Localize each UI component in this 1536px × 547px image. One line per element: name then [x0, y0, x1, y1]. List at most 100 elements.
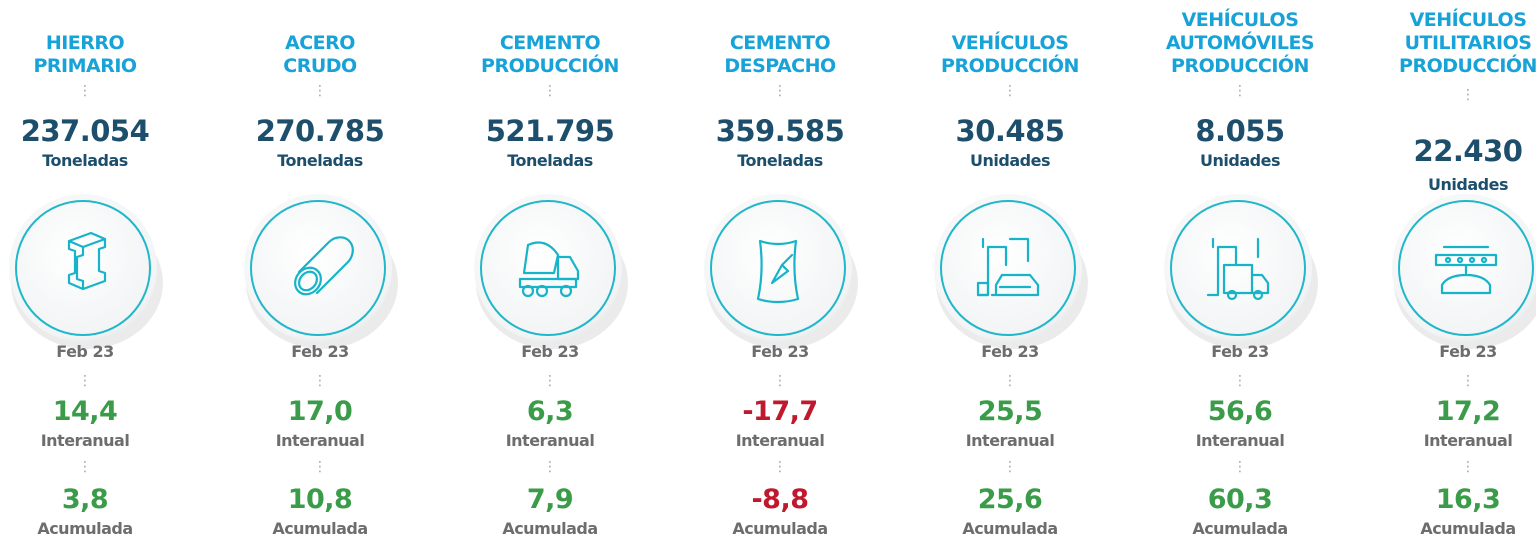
indicator-title: PRIMARIO — [33, 55, 137, 77]
acumulada-label: Acumulada — [732, 519, 828, 538]
separator: ⋮ — [773, 83, 787, 99]
separator: ⋮ — [543, 459, 557, 475]
indicator-column: ACERO CRUDO ⋮ 270.785 Toneladas Feb 23 ⋮ 17,0 I… — [205, 0, 435, 547]
indicator-value: 8.055 — [1195, 114, 1285, 148]
acumulada-value: 16,3 — [1435, 484, 1501, 515]
separator: ⋮ — [773, 459, 787, 475]
indicator-title: HIERRO — [45, 32, 125, 54]
acumulada-label: Acumulada — [1420, 519, 1516, 538]
separator: ⋮ — [1233, 373, 1247, 389]
icon-badge — [474, 194, 628, 349]
separator: ⋮ — [78, 373, 92, 389]
indicator-title: UTILITARIOS — [1404, 32, 1532, 54]
indicator-title: CEMENTO — [729, 32, 831, 54]
interanual-label: Interanual — [1195, 431, 1285, 450]
indicator-column: VEHÍCULOS UTILITARIOS PRODUCCIÓN ⋮ 22.430 Uni… — [1353, 0, 1536, 547]
interanual-value: 14,4 — [52, 396, 118, 427]
separator: ⋮ — [1003, 373, 1017, 389]
indicator-title: PRODUCCIÓN — [1171, 55, 1309, 77]
indicator-value: 30.485 — [955, 114, 1065, 148]
indicator-unit: Unidades — [1200, 151, 1280, 170]
indicator-column: VEHÍCULOS PRODUCCIÓN ⋮ 30.485 Unidades Feb 2… — [895, 0, 1125, 547]
acumulada-label: Acumulada — [37, 519, 133, 538]
indicator-column: CEMENTO DESPACHO ⋮ 359.585 Toneladas Feb 23 ⋮… — [665, 0, 895, 547]
interanual-value: 17,0 — [287, 396, 353, 427]
indicator-title: AUTOMÓVILES — [1165, 32, 1315, 54]
interanual-value: 56,6 — [1207, 396, 1273, 427]
indicator-title: CRUDO — [283, 55, 357, 77]
separator: ⋮ — [78, 459, 92, 475]
indicator-column: CEMENTO PRODUCCIÓN ⋮ 521.795 Toneladas Feb 2… — [435, 0, 665, 547]
period: Feb 23 — [56, 342, 114, 361]
separator: ⋮ — [773, 373, 787, 389]
acumulada-label: Acumulada — [962, 519, 1058, 538]
indicator-unit: Toneladas — [42, 151, 128, 170]
period: Feb 23 — [1211, 342, 1269, 361]
separator: ⋮ — [1003, 459, 1017, 475]
interanual-label: Interanual — [1423, 431, 1513, 450]
acumulada-value: -8,8 — [751, 484, 809, 515]
interanual-value: 6,3 — [526, 396, 574, 427]
separator: ⋮ — [313, 459, 327, 475]
indicator-value: 521.795 — [485, 114, 615, 148]
interanual-label: Interanual — [275, 431, 365, 450]
icon-badge — [9, 194, 163, 349]
indicator-title: PRODUCCIÓN — [941, 55, 1079, 77]
interanual-value: 17,2 — [1435, 396, 1501, 427]
indicator-value: 22.430 — [1413, 134, 1523, 168]
acumulada-value: 60,3 — [1207, 484, 1273, 515]
interanual-label: Interanual — [735, 431, 825, 450]
indicator-title: VEHÍCULOS — [1181, 9, 1299, 31]
indicator-unit: Toneladas — [277, 151, 363, 170]
indicator-value: 270.785 — [255, 114, 385, 148]
indicator-unit: Unidades — [970, 151, 1050, 170]
indicator-title: VEHÍCULOS — [1409, 9, 1527, 31]
icon-badge — [1164, 194, 1318, 349]
interanual-label: Interanual — [505, 431, 595, 450]
icon-badge — [704, 194, 858, 349]
separator: ⋮ — [1461, 373, 1475, 389]
separator: ⋮ — [1003, 83, 1017, 99]
interanual-label: Interanual — [40, 431, 130, 450]
acumulada-label: Acumulada — [272, 519, 368, 538]
period: Feb 23 — [751, 342, 809, 361]
acumulada-value: 10,8 — [287, 484, 353, 515]
indicator-unit: Unidades — [1428, 175, 1508, 194]
interanual-label: Interanual — [965, 431, 1055, 450]
indicator-title: ACERO — [285, 32, 355, 54]
separator: ⋮ — [543, 373, 557, 389]
icon-badge — [244, 194, 398, 349]
separator: ⋮ — [313, 83, 327, 99]
acumulada-value: 3,8 — [61, 484, 109, 515]
indicator-unit: Toneladas — [507, 151, 593, 170]
separator: ⋮ — [1233, 83, 1247, 99]
separator: ⋮ — [1233, 459, 1247, 475]
indicator-column: HIERRO PRIMARIO ⋮ 237.054 Toneladas Feb 23 ⋮ 1… — [0, 0, 200, 547]
indicator-title: CEMENTO — [499, 32, 601, 54]
period: Feb 23 — [1439, 342, 1497, 361]
indicator-title: VEHÍCULOS — [951, 32, 1069, 54]
indicator-title: PRODUCCIÓN — [481, 55, 619, 77]
separator: ⋮ — [313, 373, 327, 389]
separator: ⋮ — [1461, 87, 1475, 103]
period: Feb 23 — [291, 342, 349, 361]
interanual-value: 25,5 — [977, 396, 1043, 427]
period: Feb 23 — [981, 342, 1039, 361]
indicator-value: 359.585 — [715, 114, 845, 148]
acumulada-value: 25,6 — [977, 484, 1043, 515]
indicator-unit: Toneladas — [737, 151, 823, 170]
indicator-title: PRODUCCIÓN — [1399, 55, 1536, 77]
separator: ⋮ — [543, 83, 557, 99]
acumulada-label: Acumulada — [502, 519, 598, 538]
icon-badge — [934, 194, 1088, 349]
acumulada-value: 7,9 — [526, 484, 574, 515]
interanual-value: -17,7 — [742, 396, 818, 427]
indicator-column: VEHÍCULOS AUTOMÓVILES PRODUCCIÓN ⋮ 8.055 Unid… — [1125, 0, 1355, 547]
period: Feb 23 — [521, 342, 579, 361]
icon-badge — [1392, 194, 1536, 349]
indicator-value: 237.054 — [20, 114, 150, 148]
separator: ⋮ — [1461, 459, 1475, 475]
acumulada-label: Acumulada — [1192, 519, 1288, 538]
indicator-title: DESPACHO — [724, 55, 836, 77]
